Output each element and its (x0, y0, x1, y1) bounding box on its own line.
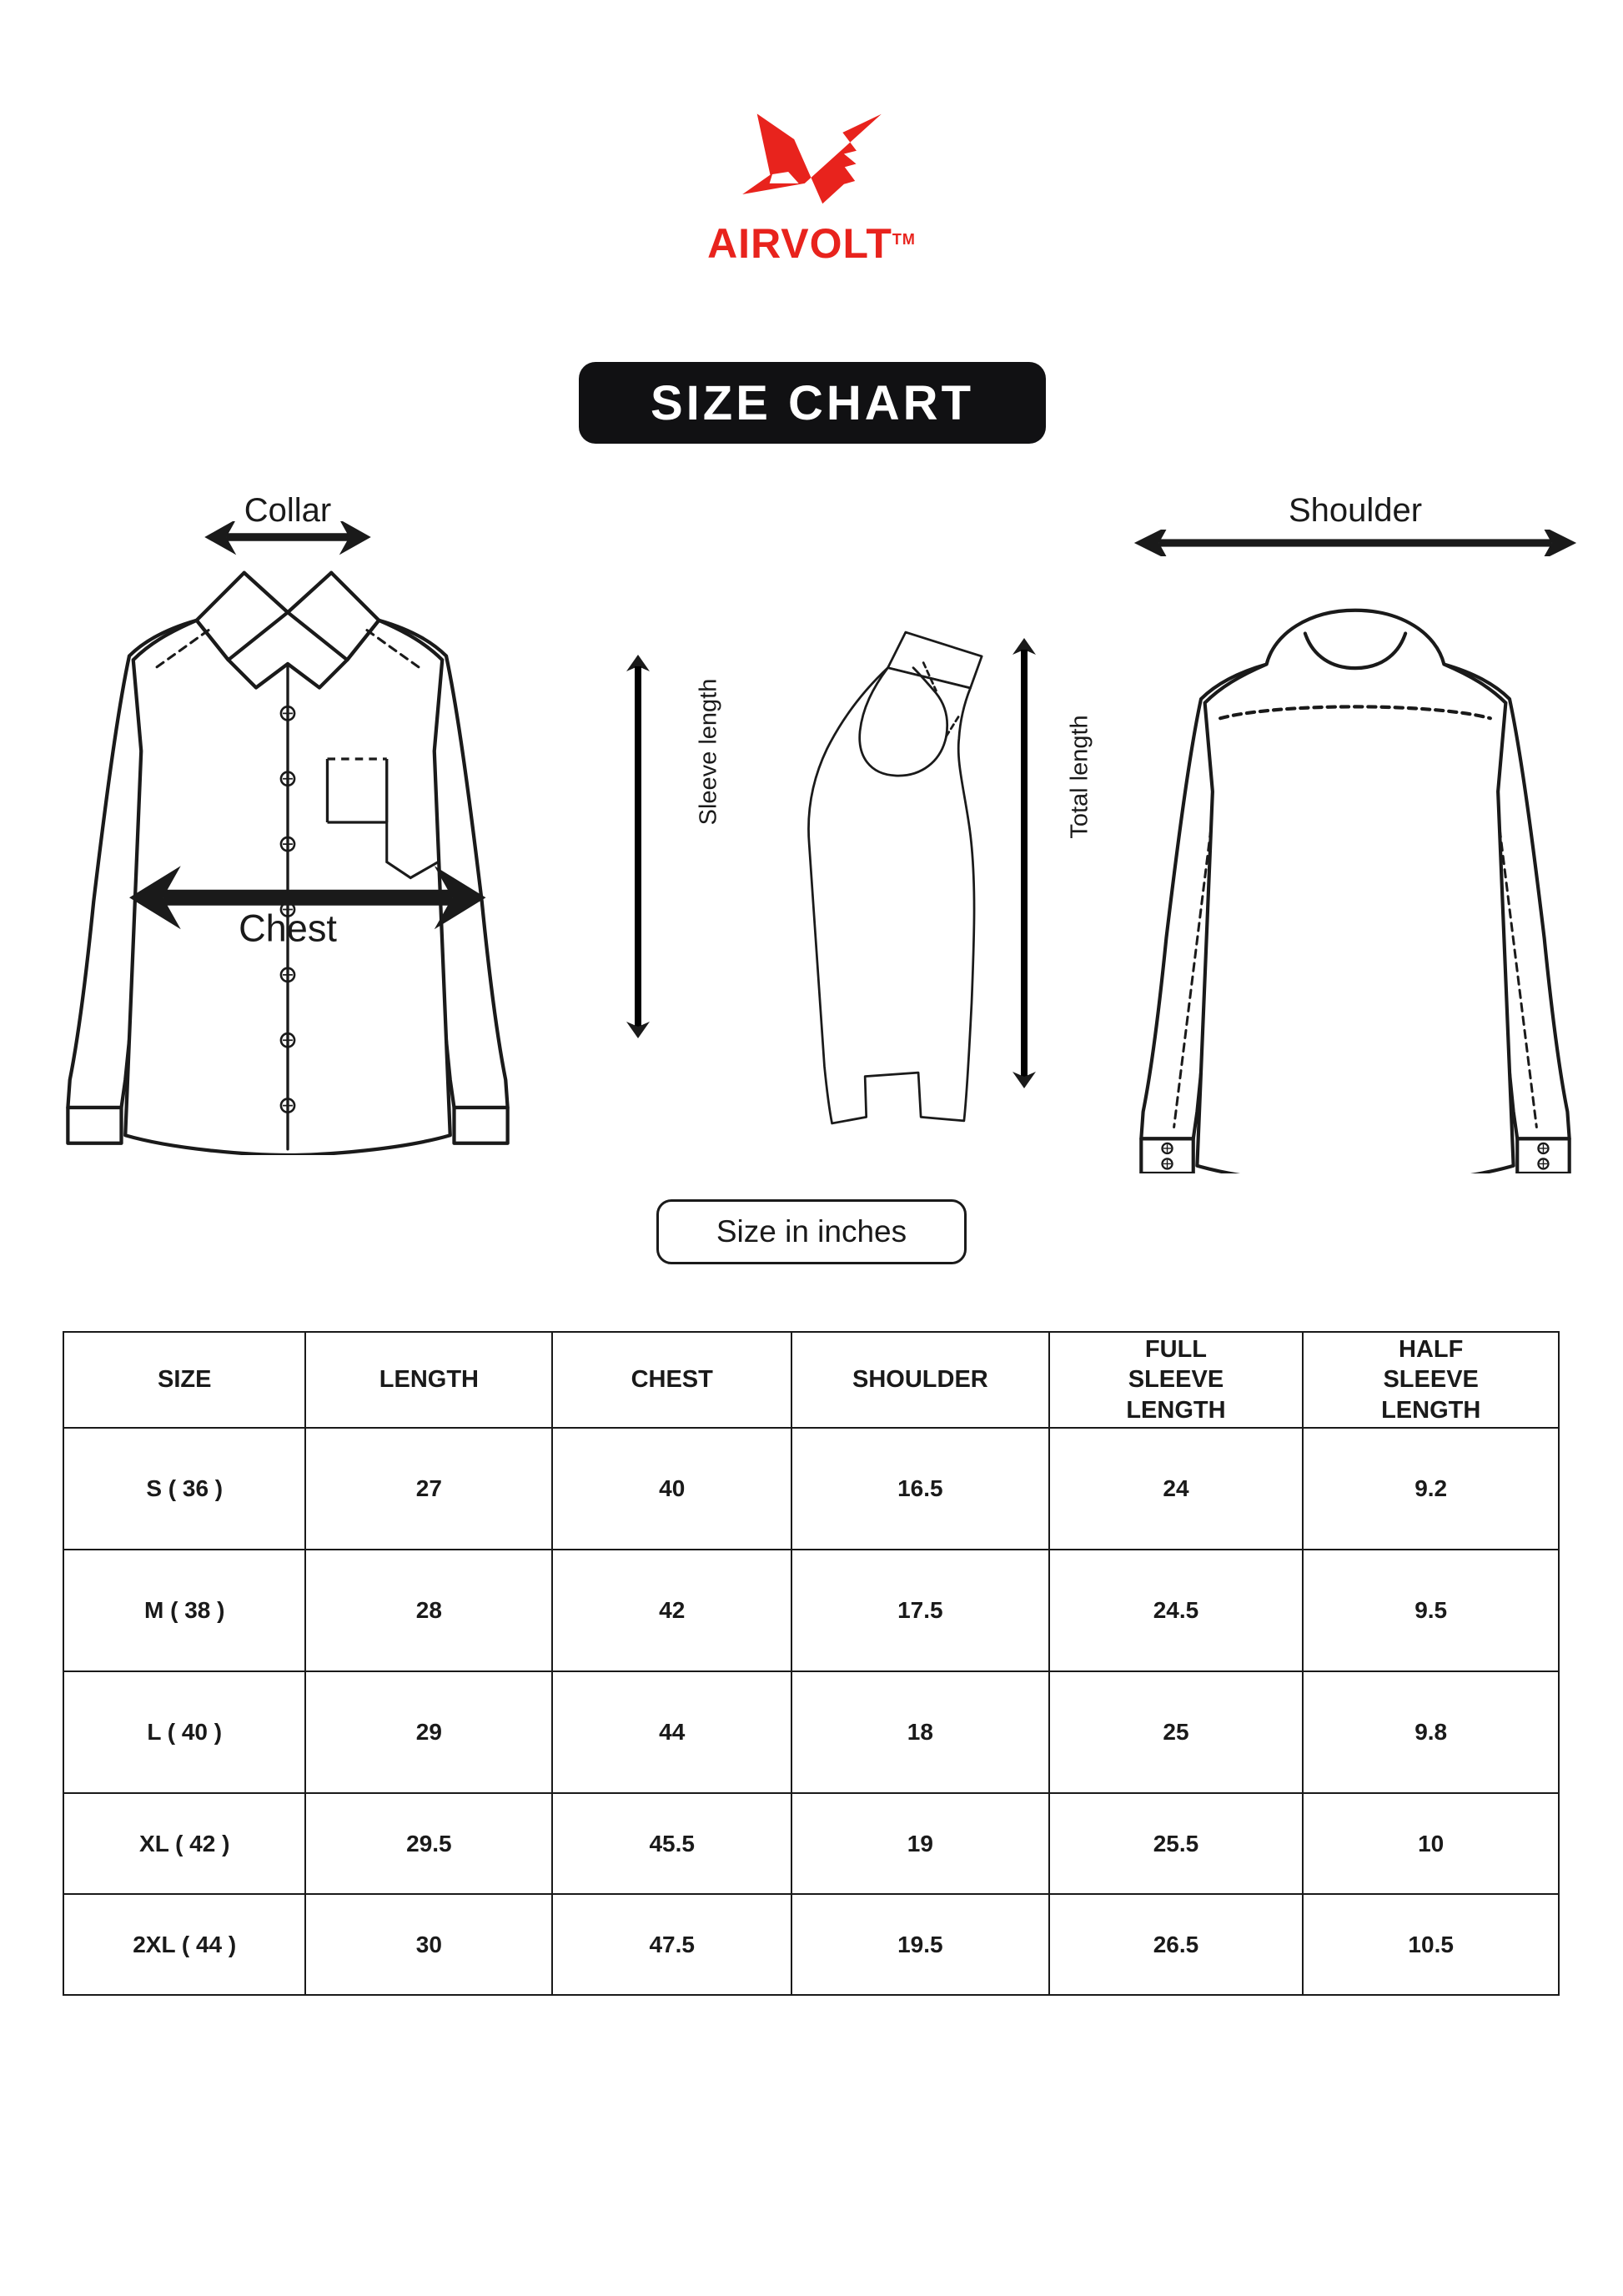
svg-text:Chest: Chest (239, 907, 337, 950)
